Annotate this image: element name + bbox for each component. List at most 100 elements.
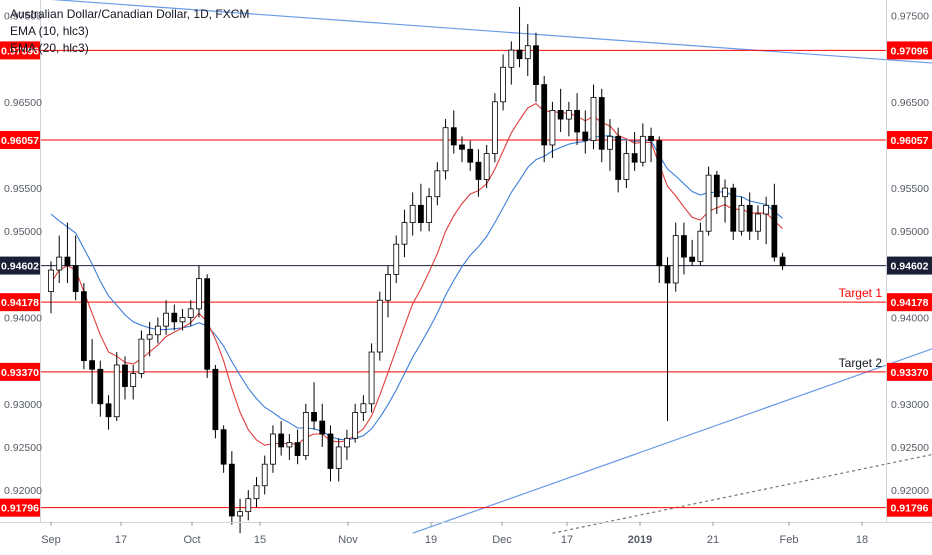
candle-up[interactable] (409, 204, 416, 224)
candle-down[interactable] (648, 135, 654, 142)
candle-up[interactable] (48, 269, 54, 293)
candle-down[interactable] (615, 135, 622, 180)
candle-up[interactable] (376, 299, 383, 353)
ema-20-legend[interactable]: EMA (20, hlc3) (10, 41, 89, 55)
candle-down[interactable] (220, 429, 227, 465)
candle-up[interactable] (245, 498, 252, 513)
candle-down[interactable] (89, 360, 95, 370)
candle-up[interactable] (237, 511, 243, 517)
chart-title[interactable]: Australian Dollar/Canadian Dollar, 1D, F… (10, 7, 250, 21)
candle-up[interactable] (253, 485, 260, 500)
candle-up[interactable] (565, 110, 572, 120)
candle-down[interactable] (72, 265, 79, 293)
candle-up[interactable] (154, 325, 161, 336)
candle-up[interactable] (738, 204, 745, 232)
candle-up[interactable] (335, 446, 342, 469)
candle-down[interactable] (459, 144, 465, 150)
candle-down[interactable] (450, 127, 457, 146)
trendlines-layer (50, 0, 932, 534)
candle-down[interactable] (80, 291, 87, 362)
candle-down[interactable] (664, 265, 671, 284)
candle-down[interactable] (171, 312, 178, 323)
candle-up[interactable] (163, 312, 169, 327)
candle-down[interactable] (779, 256, 786, 267)
candle-down[interactable] (319, 420, 326, 435)
candle-up[interactable] (722, 187, 728, 198)
candle-down[interactable] (204, 278, 211, 370)
candle-up[interactable] (261, 463, 268, 487)
y-tick-label-right: 0.94000 (891, 313, 929, 325)
candle-up[interactable] (113, 364, 120, 418)
candle-up[interactable] (344, 437, 350, 448)
candle-down[interactable] (533, 45, 539, 85)
candle-up[interactable] (393, 243, 400, 275)
candle-up[interactable] (434, 170, 441, 198)
candle-down[interactable] (713, 174, 720, 198)
candle-down[interactable] (212, 368, 219, 431)
candle-up[interactable] (755, 213, 761, 232)
candle-up[interactable] (196, 278, 202, 310)
candle-up[interactable] (130, 373, 137, 387)
candle-up[interactable] (524, 45, 531, 60)
candle-down[interactable] (97, 368, 104, 405)
candle-up[interactable] (179, 317, 186, 323)
candle-up[interactable] (138, 338, 145, 374)
candle-down[interactable] (327, 433, 334, 469)
candle-down[interactable] (64, 256, 71, 267)
candle-down[interactable] (598, 97, 605, 150)
candle-up[interactable] (302, 412, 309, 456)
candle-up[interactable] (352, 412, 359, 439)
candle-down[interactable] (689, 256, 696, 262)
candle-down[interactable] (746, 204, 753, 232)
candle-down[interactable] (557, 110, 564, 120)
candle-down[interactable] (417, 204, 424, 224)
candle-up[interactable] (607, 135, 613, 150)
candle-down[interactable] (467, 148, 474, 163)
candle-up[interactable] (500, 66, 507, 103)
labels-layer: 0.97096 0.97096 0.96057 0.96057 0.94602 0.946… (0, 41, 932, 517)
candle-down[interactable] (516, 49, 523, 60)
candle-down[interactable] (582, 131, 589, 142)
candle-down[interactable] (311, 412, 317, 422)
candle-up[interactable] (360, 403, 367, 413)
candle-down[interactable] (574, 110, 580, 133)
candle-down[interactable] (475, 161, 482, 180)
candle-down[interactable] (105, 403, 112, 418)
candle-up[interactable] (672, 235, 679, 284)
candle-down[interactable] (122, 364, 128, 387)
candle-up[interactable] (146, 334, 153, 340)
candle-up[interactable] (508, 49, 515, 68)
candle-up[interactable] (56, 256, 63, 271)
candle-up[interactable] (385, 273, 391, 301)
candle-up[interactable] (401, 222, 408, 245)
candle-down[interactable] (631, 153, 638, 163)
candle-up[interactable] (442, 127, 449, 172)
candle-up[interactable] (270, 433, 276, 465)
ema-10-legend[interactable]: EMA (10, hlc3) (10, 24, 89, 38)
candle-down[interactable] (228, 463, 235, 517)
candle-up[interactable] (426, 196, 433, 224)
candle-up[interactable] (590, 97, 597, 142)
candle-up[interactable] (697, 230, 704, 262)
candle-up[interactable] (187, 308, 194, 318)
candle-down[interactable] (541, 84, 548, 146)
candle-up[interactable] (639, 135, 646, 163)
candle-up[interactable] (491, 101, 498, 154)
candle-down[interactable] (730, 187, 737, 232)
price-level-tag-right (887, 362, 932, 381)
candle-down[interactable] (681, 235, 687, 258)
candle-down[interactable] (771, 204, 778, 258)
candle-up[interactable] (705, 174, 712, 232)
candle-down[interactable] (278, 433, 285, 448)
candle-up[interactable] (623, 153, 630, 180)
candle-down[interactable] (656, 140, 663, 267)
candle-up[interactable] (549, 110, 556, 146)
candle-up[interactable] (763, 204, 770, 215)
candle-up[interactable] (483, 153, 490, 180)
candle-up[interactable] (368, 351, 375, 405)
price-level-label-right: 0.91796 (891, 503, 929, 515)
candle-up[interactable] (286, 442, 293, 448)
candle-down[interactable] (294, 442, 301, 456)
